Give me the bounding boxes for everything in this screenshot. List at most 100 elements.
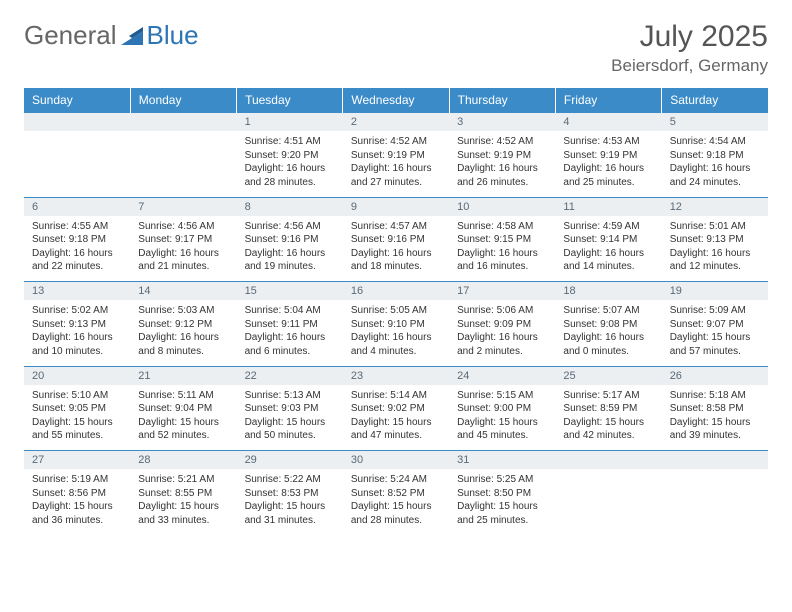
- daylight-text: Daylight: 16 hours and 4 minutes.: [351, 331, 441, 358]
- daylight-text: Daylight: 15 hours and 55 minutes.: [32, 416, 122, 443]
- sunrise-text: Sunrise: 5:06 AM: [457, 304, 547, 318]
- day-number-cell: 27: [24, 451, 130, 470]
- day-number-cell: 23: [343, 366, 449, 385]
- day-number-cell: 21: [130, 366, 236, 385]
- day-number-cell: 25: [555, 366, 661, 385]
- sunrise-text: Sunrise: 5:07 AM: [563, 304, 653, 318]
- daylight-text: Daylight: 16 hours and 27 minutes.: [351, 162, 441, 189]
- sunset-text: Sunset: 9:14 PM: [563, 233, 653, 247]
- day-number-cell: 11: [555, 197, 661, 216]
- day-content-cell: Sunrise: 5:15 AMSunset: 9:00 PMDaylight:…: [449, 385, 555, 451]
- daylight-text: Daylight: 15 hours and 31 minutes.: [245, 500, 335, 527]
- day-content-cell: Sunrise: 4:52 AMSunset: 9:19 PMDaylight:…: [449, 131, 555, 197]
- logo-text-blue: Blue: [147, 20, 199, 51]
- weekday-header: Thursday: [449, 88, 555, 113]
- day-number-cell: 17: [449, 282, 555, 301]
- day-number-cell: 5: [662, 113, 768, 132]
- sunrise-text: Sunrise: 5:11 AM: [138, 389, 228, 403]
- day-content-cell: Sunrise: 5:17 AMSunset: 8:59 PMDaylight:…: [555, 385, 661, 451]
- sunrise-text: Sunrise: 4:58 AM: [457, 220, 547, 234]
- day-number-cell: 4: [555, 113, 661, 132]
- day-content-cell: Sunrise: 5:21 AMSunset: 8:55 PMDaylight:…: [130, 469, 236, 535]
- daylight-text: Daylight: 15 hours and 50 minutes.: [245, 416, 335, 443]
- daylight-text: Daylight: 16 hours and 12 minutes.: [670, 247, 760, 274]
- calendar-header-row: SundayMondayTuesdayWednesdayThursdayFrid…: [24, 88, 768, 113]
- day-content-cell: Sunrise: 5:13 AMSunset: 9:03 PMDaylight:…: [237, 385, 343, 451]
- daylight-text: Daylight: 15 hours and 36 minutes.: [32, 500, 122, 527]
- sunrise-text: Sunrise: 4:54 AM: [670, 135, 760, 149]
- weekday-header: Tuesday: [237, 88, 343, 113]
- day-content-cell: Sunrise: 5:03 AMSunset: 9:12 PMDaylight:…: [130, 300, 236, 366]
- day-number-cell: 18: [555, 282, 661, 301]
- sunrise-text: Sunrise: 5:14 AM: [351, 389, 441, 403]
- sunset-text: Sunset: 8:52 PM: [351, 487, 441, 501]
- sunset-text: Sunset: 8:55 PM: [138, 487, 228, 501]
- day-number-cell: 19: [662, 282, 768, 301]
- day-content-cell: Sunrise: 5:24 AMSunset: 8:52 PMDaylight:…: [343, 469, 449, 535]
- day-number-cell: 28: [130, 451, 236, 470]
- sunrise-text: Sunrise: 5:09 AM: [670, 304, 760, 318]
- sunset-text: Sunset: 9:07 PM: [670, 318, 760, 332]
- sunset-text: Sunset: 8:53 PM: [245, 487, 335, 501]
- day-number-cell: 15: [237, 282, 343, 301]
- daylight-text: Daylight: 16 hours and 19 minutes.: [245, 247, 335, 274]
- sunset-text: Sunset: 8:58 PM: [670, 402, 760, 416]
- day-number-cell: 9: [343, 197, 449, 216]
- logo: General Blue: [24, 20, 199, 51]
- sunset-text: Sunset: 9:20 PM: [245, 149, 335, 163]
- day-content-cell: [24, 131, 130, 197]
- daylight-text: Daylight: 16 hours and 22 minutes.: [32, 247, 122, 274]
- calendar-table: SundayMondayTuesdayWednesdayThursdayFrid…: [24, 88, 768, 535]
- sunset-text: Sunset: 9:19 PM: [563, 149, 653, 163]
- sunrise-text: Sunrise: 4:56 AM: [138, 220, 228, 234]
- logo-triangle-icon: [121, 27, 143, 45]
- sunrise-text: Sunrise: 5:02 AM: [32, 304, 122, 318]
- day-number-cell: 2: [343, 113, 449, 132]
- day-content-cell: Sunrise: 5:14 AMSunset: 9:02 PMDaylight:…: [343, 385, 449, 451]
- weekday-header: Sunday: [24, 88, 130, 113]
- sunrise-text: Sunrise: 4:59 AM: [563, 220, 653, 234]
- sunset-text: Sunset: 8:50 PM: [457, 487, 547, 501]
- day-number-cell: 10: [449, 197, 555, 216]
- day-number-cell: 30: [343, 451, 449, 470]
- sunset-text: Sunset: 9:10 PM: [351, 318, 441, 332]
- day-content-cell: Sunrise: 5:06 AMSunset: 9:09 PMDaylight:…: [449, 300, 555, 366]
- month-title: July 2025: [611, 20, 768, 54]
- daylight-text: Daylight: 16 hours and 26 minutes.: [457, 162, 547, 189]
- day-number-cell: 29: [237, 451, 343, 470]
- day-content-cell: [130, 131, 236, 197]
- sunrise-text: Sunrise: 4:51 AM: [245, 135, 335, 149]
- day-content-row: Sunrise: 4:51 AMSunset: 9:20 PM Daylight:…: [24, 131, 768, 197]
- day-number-cell: 12: [662, 197, 768, 216]
- sunrise-text: Sunrise: 4:56 AM: [245, 220, 335, 234]
- day-number-row: 6789101112: [24, 197, 768, 216]
- daylight-text: Daylight: 16 hours and 25 minutes.: [563, 162, 653, 189]
- day-content-row: Sunrise: 5:10 AMSunset: 9:05 PMDaylight:…: [24, 385, 768, 451]
- sunset-text: Sunset: 9:11 PM: [245, 318, 335, 332]
- day-content-cell: Sunrise: 4:57 AMSunset: 9:16 PMDaylight:…: [343, 216, 449, 282]
- day-number-cell: 7: [130, 197, 236, 216]
- day-number-cell: 20: [24, 366, 130, 385]
- sunset-text: Sunset: 9:18 PM: [670, 149, 760, 163]
- day-number-cell: 31: [449, 451, 555, 470]
- sunset-text: Sunset: 9:00 PM: [457, 402, 547, 416]
- title-block: July 2025 Beiersdorf, Germany: [611, 20, 768, 76]
- sunset-text: Sunset: 9:13 PM: [670, 233, 760, 247]
- day-number-cell: 8: [237, 197, 343, 216]
- daylight-text: Daylight: 16 hours and 14 minutes.: [563, 247, 653, 274]
- sunrise-text: Sunrise: 5:10 AM: [32, 389, 122, 403]
- day-content-cell: Sunrise: 5:22 AMSunset: 8:53 PMDaylight:…: [237, 469, 343, 535]
- day-content-cell: Sunrise: 5:04 AMSunset: 9:11 PMDaylight:…: [237, 300, 343, 366]
- sunset-text: Sunset: 9:16 PM: [351, 233, 441, 247]
- day-content-cell: Sunrise: 4:56 AMSunset: 9:16 PMDaylight:…: [237, 216, 343, 282]
- day-content-cell: Sunrise: 4:52 AMSunset: 9:19 PMDaylight:…: [343, 131, 449, 197]
- day-number-cell: 1: [237, 113, 343, 132]
- sunrise-text: Sunrise: 5:24 AM: [351, 473, 441, 487]
- day-content-cell: Sunrise: 5:09 AMSunset: 9:07 PMDaylight:…: [662, 300, 768, 366]
- day-number-cell: 16: [343, 282, 449, 301]
- day-number-cell: 22: [237, 366, 343, 385]
- sunrise-text: Sunrise: 5:21 AM: [138, 473, 228, 487]
- sunset-text: Sunset: 9:03 PM: [245, 402, 335, 416]
- day-number-cell: [24, 113, 130, 132]
- day-content-cell: Sunrise: 4:56 AMSunset: 9:17 PMDaylight:…: [130, 216, 236, 282]
